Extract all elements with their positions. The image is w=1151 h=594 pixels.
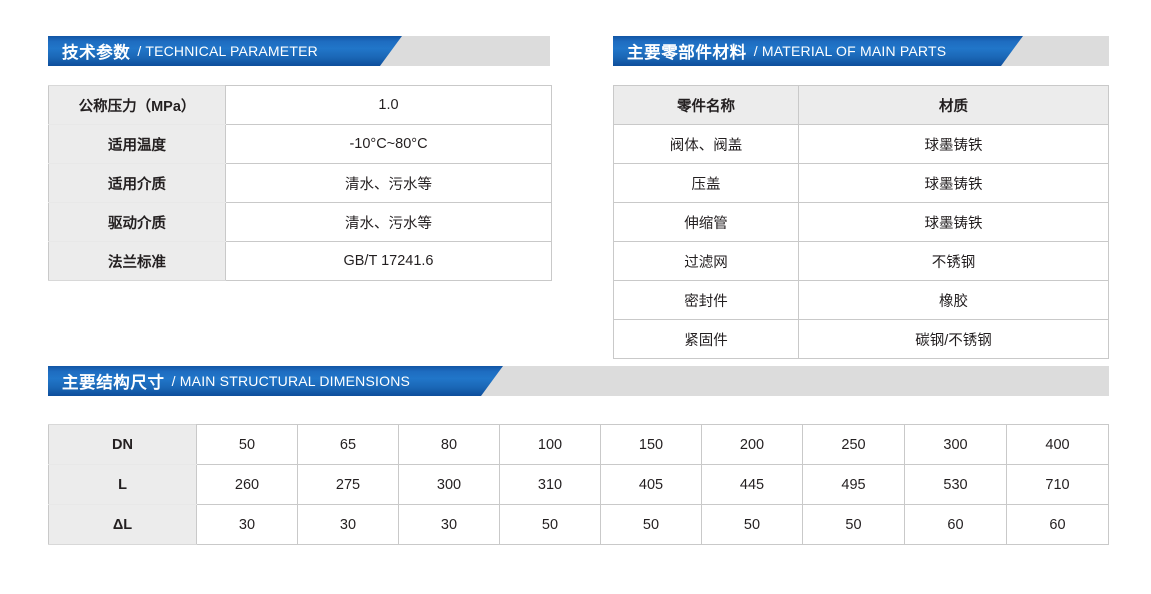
dimension-row-label: DN (48, 424, 197, 465)
section-title-cn: 主要结构尺寸 (62, 374, 165, 392)
dimension-row-label: ΔL (48, 504, 197, 545)
param-label: 法兰标准 (48, 241, 226, 281)
param-label: 公称压力（MPa） (48, 85, 226, 125)
dimension-value: 250 (802, 424, 905, 465)
table-row: 适用温度 -10°C~80°C (48, 124, 552, 164)
table-row: 过滤网 不锈钢 (613, 241, 1109, 281)
param-label: 驱动介质 (48, 202, 226, 242)
param-value: -10°C~80°C (225, 124, 552, 164)
dimension-value: 445 (701, 464, 803, 505)
table-row: L 260 275 300 310 405 445 495 530 710 (48, 464, 1109, 505)
dimension-value: 405 (600, 464, 702, 505)
dimension-value: 300 (904, 424, 1007, 465)
section-header-main-structural-dimensions: 主要结构尺寸 / MAIN STRUCTURAL DIMENSIONS (48, 366, 1109, 396)
part-name: 密封件 (613, 280, 799, 320)
material-of-main-parts-table: 零件名称 材质 阀体、阀盖 球墨铸铁 压盖 球墨铸铁 伸缩管 球墨铸铁 过滤网 … (613, 85, 1109, 359)
part-name: 紧固件 (613, 319, 799, 359)
table-row: 压盖 球墨铸铁 (613, 163, 1109, 203)
table-row: 驱动介质 清水、污水等 (48, 202, 552, 242)
dimension-value: 275 (297, 464, 399, 505)
dimension-value: 80 (398, 424, 500, 465)
dimension-value: 50 (802, 504, 905, 545)
table-row: 伸缩管 球墨铸铁 (613, 202, 1109, 242)
dimension-value: 30 (398, 504, 500, 545)
param-value: 1.0 (225, 85, 552, 125)
dimension-value: 60 (904, 504, 1007, 545)
technical-parameter-table: 公称压力（MPa） 1.0 适用温度 -10°C~80°C 适用介质 清水、污水… (48, 85, 552, 281)
table-row: ΔL 30 30 30 50 50 50 50 60 60 (48, 504, 1109, 545)
section-header-material-of-main-parts: 主要零部件材料 / MATERIAL OF MAIN PARTS (613, 36, 1109, 66)
table-row: DN 50 65 80 100 150 200 250 300 400 (48, 424, 1109, 465)
dimension-value: 50 (499, 504, 601, 545)
section-title-en: / TECHNICAL PARAMETER (137, 43, 318, 59)
banner-blue-bar: 主要零部件材料 / MATERIAL OF MAIN PARTS (613, 36, 1023, 66)
table-row: 密封件 橡胶 (613, 280, 1109, 320)
param-label: 适用温度 (48, 124, 226, 164)
banner-blue-bar: 技术参数 / TECHNICAL PARAMETER (48, 36, 402, 66)
dimension-value: 65 (297, 424, 399, 465)
param-value: 清水、污水等 (225, 202, 552, 242)
part-material: 不锈钢 (798, 241, 1109, 281)
part-name: 过滤网 (613, 241, 799, 281)
table-row: 法兰标准 GB/T 17241.6 (48, 241, 552, 281)
dimension-value: 50 (196, 424, 298, 465)
part-name: 压盖 (613, 163, 799, 203)
section-header-technical-parameter: 技术参数 / TECHNICAL PARAMETER (48, 36, 550, 66)
dimension-value: 30 (297, 504, 399, 545)
part-material: 球墨铸铁 (798, 202, 1109, 242)
dimension-value: 260 (196, 464, 298, 505)
part-name: 伸缩管 (613, 202, 799, 242)
dimension-value: 100 (499, 424, 601, 465)
section-title-cn: 主要零部件材料 (627, 44, 747, 62)
part-material: 碳钢/不锈钢 (798, 319, 1109, 359)
part-material: 球墨铸铁 (798, 124, 1109, 164)
dimension-value: 150 (600, 424, 702, 465)
section-title-en: / MAIN STRUCTURAL DIMENSIONS (171, 373, 411, 389)
dimension-value: 300 (398, 464, 500, 505)
column-header-part-name: 零件名称 (613, 85, 799, 125)
table-row: 阀体、阀盖 球墨铸铁 (613, 124, 1109, 164)
dimension-value: 710 (1006, 464, 1109, 505)
param-value: GB/T 17241.6 (225, 241, 552, 281)
dimension-value: 30 (196, 504, 298, 545)
dimension-value: 495 (802, 464, 905, 505)
table-header-row: 零件名称 材质 (613, 85, 1109, 125)
dimension-value: 50 (701, 504, 803, 545)
part-material: 球墨铸铁 (798, 163, 1109, 203)
part-material: 橡胶 (798, 280, 1109, 320)
part-name: 阀体、阀盖 (613, 124, 799, 164)
dimension-value: 530 (904, 464, 1007, 505)
column-header-material: 材质 (798, 85, 1109, 125)
dimension-value: 200 (701, 424, 803, 465)
section-title-cn: 技术参数 (62, 44, 131, 62)
dimension-value: 400 (1006, 424, 1109, 465)
param-label: 适用介质 (48, 163, 226, 203)
table-row: 公称压力（MPa） 1.0 (48, 85, 552, 125)
main-structural-dimensions-table: DN 50 65 80 100 150 200 250 300 400 L 26… (48, 424, 1109, 545)
dimension-value: 50 (600, 504, 702, 545)
table-row: 紧固件 碳钢/不锈钢 (613, 319, 1109, 359)
dimension-value: 60 (1006, 504, 1109, 545)
banner-blue-bar: 主要结构尺寸 / MAIN STRUCTURAL DIMENSIONS (48, 366, 503, 396)
param-value: 清水、污水等 (225, 163, 552, 203)
table-row: 适用介质 清水、污水等 (48, 163, 552, 203)
dimension-row-label: L (48, 464, 197, 505)
section-title-en: / MATERIAL OF MAIN PARTS (753, 43, 947, 59)
dimension-value: 310 (499, 464, 601, 505)
